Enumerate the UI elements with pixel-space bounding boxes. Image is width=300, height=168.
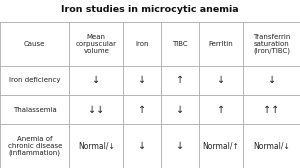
Text: Ferritin: Ferritin <box>209 41 233 47</box>
Text: ↑: ↑ <box>138 104 146 115</box>
Text: Iron deficiency: Iron deficiency <box>9 77 61 83</box>
Text: ↓: ↓ <box>217 75 225 85</box>
Text: ↓↓: ↓↓ <box>88 104 104 115</box>
Text: Iron studies in microcytic anemia: Iron studies in microcytic anemia <box>61 5 239 14</box>
Text: Thalassemia: Thalassemia <box>13 107 57 113</box>
Text: ↑: ↑ <box>217 104 225 115</box>
Text: Anemia of
chronic disease
(inflammation): Anemia of chronic disease (inflammation) <box>8 136 62 156</box>
Text: ↓: ↓ <box>176 104 184 115</box>
Text: Normal/↓: Normal/↓ <box>78 142 115 151</box>
Text: Normal/↓: Normal/↓ <box>253 142 290 151</box>
Text: Transferrin
saturation
(Iron/TIBC): Transferrin saturation (Iron/TIBC) <box>253 34 290 54</box>
Text: ↓: ↓ <box>176 141 184 151</box>
Text: ↑↑: ↑↑ <box>263 104 280 115</box>
Text: Iron: Iron <box>135 41 149 47</box>
Text: ↓: ↓ <box>92 75 101 85</box>
Text: ↓: ↓ <box>268 75 276 85</box>
Text: ↓: ↓ <box>138 75 146 85</box>
Text: ↓: ↓ <box>138 141 146 151</box>
Text: TIBC: TIBC <box>172 41 188 47</box>
Text: Normal/↑: Normal/↑ <box>202 142 239 151</box>
Text: Mean
corpuscular
volume: Mean corpuscular volume <box>76 34 117 54</box>
Text: Cause: Cause <box>24 41 45 47</box>
Text: ↑: ↑ <box>176 75 184 85</box>
